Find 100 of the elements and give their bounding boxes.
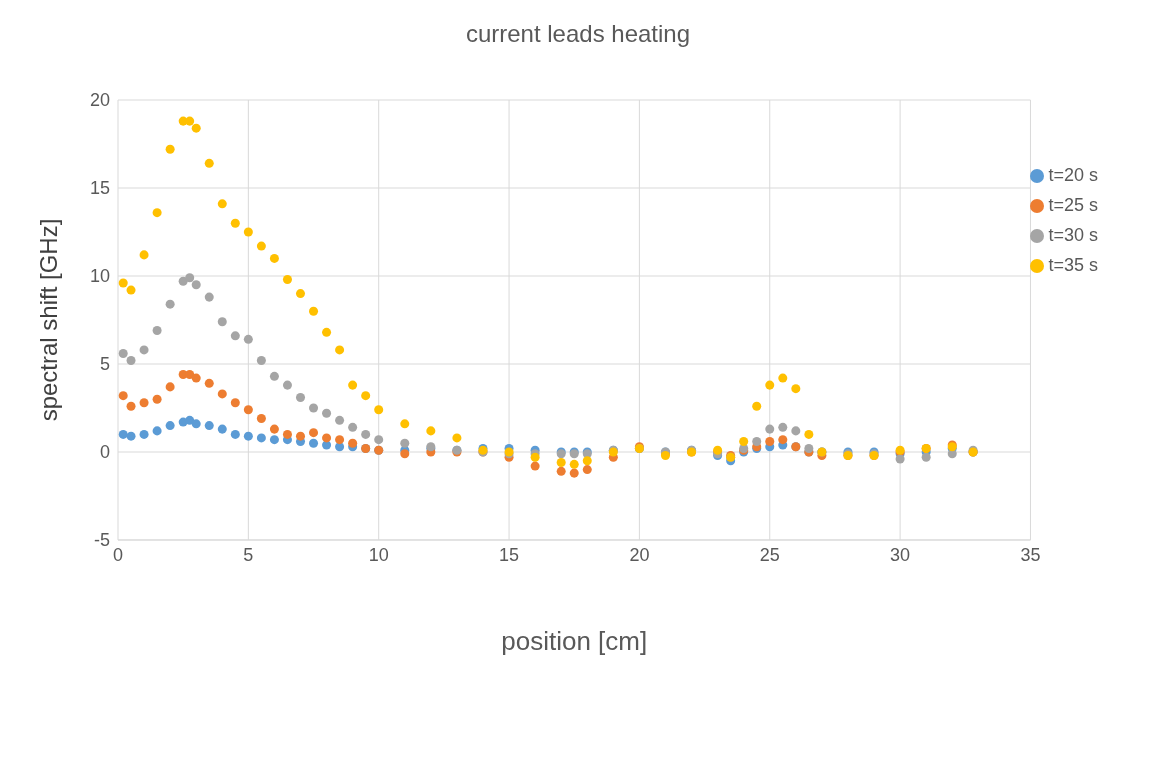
point [921,452,931,462]
point [139,429,149,439]
point [335,415,345,425]
point [118,278,128,288]
point [191,373,201,383]
point [165,299,175,309]
y-tick-label: 15 [89,178,110,199]
point [165,382,175,392]
x-tick-label: 30 [890,544,911,565]
point [191,280,201,290]
point [335,345,345,355]
point [765,380,775,390]
point [374,405,384,415]
point [204,421,214,431]
point [118,429,128,439]
point [126,355,136,365]
point [295,289,305,299]
point [309,438,319,448]
point [348,380,358,390]
point [118,391,128,401]
point [217,199,227,209]
point [569,468,579,478]
point [256,355,266,365]
x-tick-label: 25 [759,544,780,565]
point [778,422,788,432]
point [778,435,788,445]
point [335,435,345,445]
x-tick-label: 0 [112,544,124,565]
point [322,408,332,418]
point [118,348,128,358]
point [126,431,136,441]
point [322,327,332,337]
point [152,326,162,336]
point [139,398,149,408]
point [791,384,801,394]
y-tick-label: 10 [89,266,110,287]
point [295,392,305,402]
point [204,378,214,388]
point [152,208,162,218]
point [282,429,292,439]
legend-label: t=20 s [1048,165,1098,185]
point [361,391,371,401]
point [230,398,240,408]
y-tick-label: -5 [93,530,110,551]
point [348,422,358,432]
point [322,433,332,443]
point [361,429,371,439]
point [185,273,195,283]
point [804,429,814,439]
point [400,449,410,459]
point [269,371,279,381]
point [295,431,305,441]
point [139,345,149,355]
point [556,458,566,468]
point [243,431,253,441]
point [191,419,201,429]
point [191,123,201,133]
x-tick-label: 15 [499,544,520,565]
point [426,426,436,436]
point [452,433,462,443]
legend-label: t=35 s [1048,255,1098,275]
point [400,438,410,448]
point [309,428,319,438]
point [569,459,579,469]
chart-title: current leads heating [464,20,692,49]
point [778,373,788,383]
point [204,292,214,302]
point [243,227,253,237]
point [230,218,240,228]
point [765,436,775,446]
point [282,275,292,285]
point [230,331,240,341]
point [752,436,762,446]
point [400,419,410,429]
point [165,144,175,154]
point [374,435,384,445]
legend-label: t=30 s [1048,225,1098,245]
point [243,334,253,344]
y-tick-label: 0 [99,442,110,463]
point [256,241,266,251]
point [217,317,227,327]
point [243,405,253,415]
point [185,415,195,425]
point [582,456,592,466]
y-tick-label: 20 [89,90,110,111]
point [282,380,292,390]
point [348,438,358,448]
y-tick-label: 5 [99,354,110,375]
point [752,401,762,411]
point [269,424,279,434]
point [217,389,227,399]
x-tick-label: 20 [629,544,650,565]
point [152,426,162,436]
point [269,435,279,445]
point [152,394,162,404]
point [895,454,905,464]
point [530,461,540,471]
point [256,414,266,424]
point [185,116,195,126]
point [309,306,319,316]
